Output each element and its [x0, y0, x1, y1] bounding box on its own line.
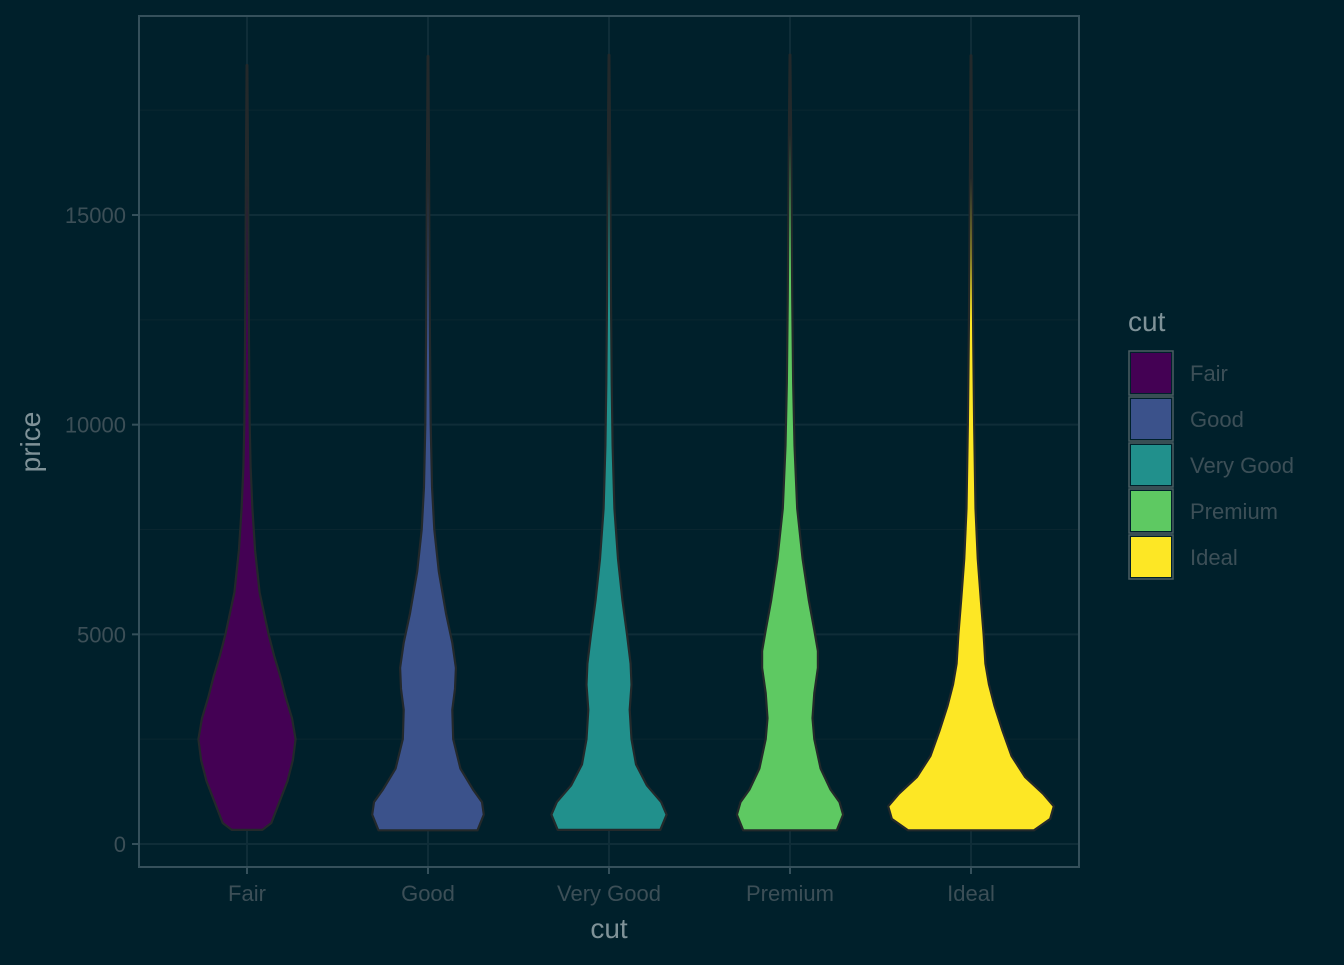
x-tick-label: Premium — [746, 881, 834, 906]
x-axis-title: cut — [590, 913, 628, 944]
legend-title: cut — [1128, 306, 1166, 337]
label-layer: 0 5000 10000 15000 Fair Good Very Good Premium I… — [65, 203, 995, 906]
legend-key-swatch — [1131, 445, 1171, 485]
x-tick-label: Fair — [228, 881, 266, 906]
y-tick-label: 10000 — [65, 413, 126, 438]
violin-layer — [197, 53, 1055, 832]
y-tick-label: 15000 — [65, 203, 126, 228]
y-tick-label: 5000 — [77, 622, 126, 647]
legend-key-swatch — [1131, 353, 1171, 393]
legend-label: Ideal — [1190, 545, 1238, 570]
tick-layer — [132, 214, 972, 874]
x-tick-label: Good — [401, 881, 455, 906]
legend-label: Premium — [1190, 499, 1278, 524]
violin-premium — [735, 53, 845, 832]
violin-ideal — [887, 54, 1055, 832]
violin-fair — [197, 64, 297, 831]
legend-key-swatch — [1131, 399, 1171, 439]
x-tick-label: Very Good — [557, 881, 661, 906]
legend: cut Fair Good Very Good Premium Ideal — [1128, 306, 1294, 580]
legend-label: Good — [1190, 407, 1244, 432]
violin-very-good — [550, 53, 668, 832]
violin-good — [371, 55, 485, 832]
y-tick-label: 0 — [114, 832, 126, 857]
y-axis-title: price — [15, 412, 46, 473]
legend-label: Fair — [1190, 361, 1228, 386]
legend-label: Very Good — [1190, 453, 1294, 478]
legend-key-swatch — [1131, 537, 1171, 577]
x-tick-label: Ideal — [947, 881, 995, 906]
legend-key-swatch — [1131, 491, 1171, 531]
legend-items: Fair Good Very Good Premium Ideal — [1128, 350, 1294, 580]
